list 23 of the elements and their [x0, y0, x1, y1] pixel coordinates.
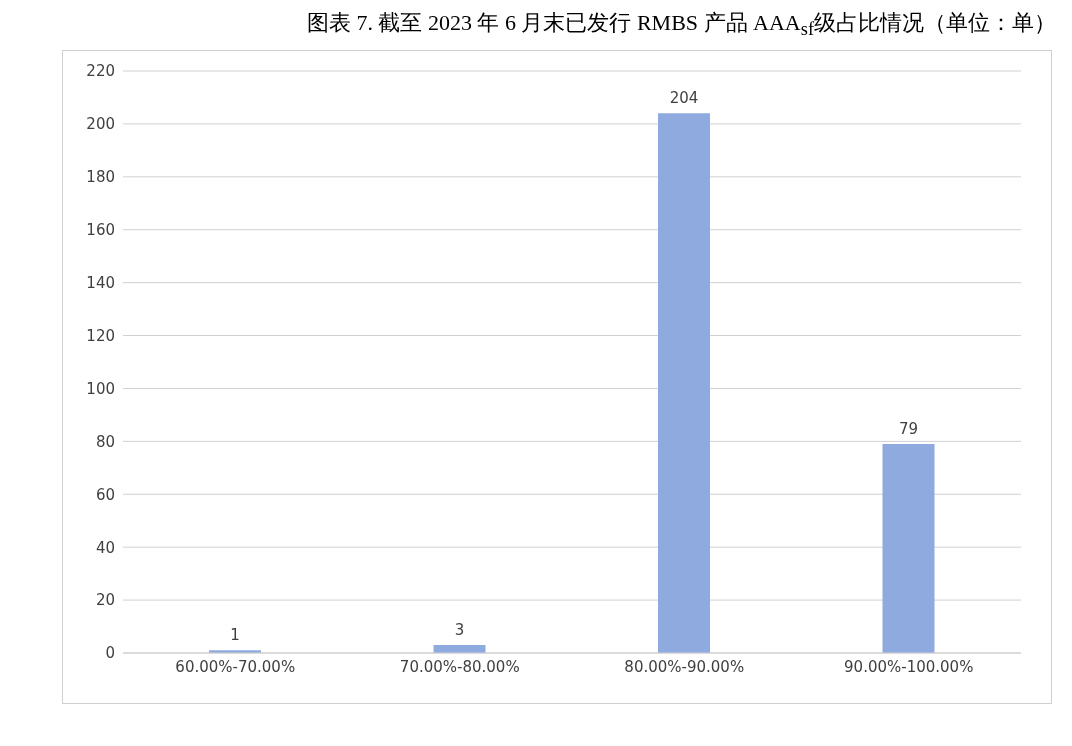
x-tick-label: 60.00%-70.00% [175, 657, 296, 676]
data-label: 204 [669, 89, 699, 108]
data-label: 79 [898, 420, 919, 439]
y-tick-label: 180 [86, 168, 115, 187]
y-tick-label: 80 [95, 432, 115, 451]
y-tick-label: 40 [95, 538, 115, 557]
chart-title: 图表 7. 截至 2023 年 6 月末已发行 RMBS 产品 AAA$_{sf}$级占比情况（单位：单） [305, 9, 1057, 42]
data-label: 1 [230, 626, 240, 645]
y-tick-label: 120 [86, 326, 115, 345]
bar [882, 444, 935, 653]
y-tick-label: 200 [86, 115, 115, 134]
bar [658, 113, 710, 653]
y-tick-label: 140 [86, 273, 115, 292]
y-tick-label: 160 [86, 221, 115, 240]
y-tick-label: 20 [95, 591, 115, 610]
data-label: 3 [454, 621, 465, 640]
y-tick-label: 220 [86, 62, 115, 81]
x-tick-label: 70.00%-80.00% [399, 657, 520, 676]
y-tick-label: 60 [95, 485, 115, 504]
x-tick-label: 80.00%-90.00% [624, 657, 745, 676]
y-tick-label: 0 [105, 644, 115, 663]
y-tick-label: 100 [86, 379, 115, 398]
x-tick-label: 90.00%-100.00% [844, 657, 974, 676]
